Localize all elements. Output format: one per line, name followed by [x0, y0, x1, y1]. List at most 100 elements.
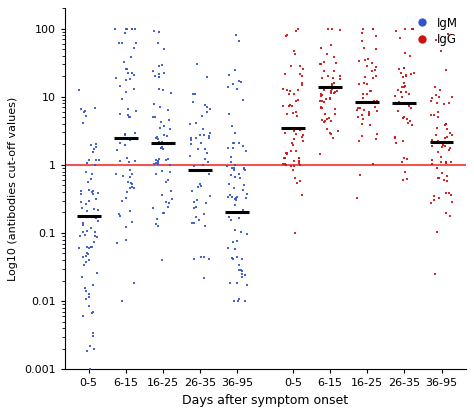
Point	[150, 205, 157, 212]
Point	[193, 197, 201, 203]
Point	[405, 90, 413, 97]
Point	[226, 181, 233, 188]
Point	[333, 60, 340, 66]
Point	[168, 90, 175, 96]
Point	[325, 115, 333, 122]
Point	[241, 298, 249, 304]
Point	[82, 112, 90, 119]
Point	[330, 79, 338, 86]
Point	[292, 175, 299, 181]
Point	[299, 82, 306, 89]
Point	[128, 25, 136, 32]
Point	[238, 271, 246, 277]
Point	[132, 107, 139, 114]
Point	[122, 195, 129, 201]
Point	[237, 78, 245, 85]
Point	[299, 66, 307, 73]
Point	[296, 125, 304, 132]
Point	[281, 129, 288, 136]
Point	[189, 98, 197, 105]
Point	[295, 155, 303, 161]
Point	[85, 290, 92, 297]
Point	[428, 142, 436, 149]
Point	[232, 129, 239, 136]
Point	[228, 254, 236, 261]
Point	[227, 172, 235, 179]
Point	[154, 136, 162, 142]
Point	[436, 195, 443, 201]
Point	[359, 121, 366, 127]
Point	[158, 192, 165, 198]
Point	[435, 149, 442, 156]
Point	[293, 113, 301, 120]
Point	[290, 47, 298, 54]
Point	[443, 178, 450, 185]
Point	[130, 185, 138, 192]
Point	[94, 190, 102, 196]
Point	[356, 138, 363, 144]
Point	[428, 199, 435, 206]
Point	[395, 66, 403, 72]
Point	[226, 214, 233, 220]
Point	[206, 193, 213, 199]
Point	[85, 198, 92, 205]
Point	[409, 25, 417, 32]
Point	[353, 107, 361, 113]
Point	[283, 151, 291, 157]
Point	[160, 210, 168, 217]
Point	[435, 174, 442, 181]
Point	[226, 72, 233, 78]
Point	[90, 213, 98, 220]
Point	[236, 77, 243, 84]
Point	[197, 140, 205, 146]
Point	[80, 228, 87, 235]
Point	[230, 167, 238, 173]
Point	[432, 132, 440, 138]
Point	[167, 188, 175, 195]
Point	[87, 142, 95, 149]
Point	[231, 195, 239, 202]
Point	[441, 134, 449, 141]
Point	[166, 126, 173, 132]
Point	[154, 40, 162, 46]
Point	[279, 103, 287, 109]
Point	[330, 68, 338, 74]
Point	[160, 70, 168, 77]
Point	[126, 159, 133, 165]
Point	[153, 220, 160, 227]
Point	[120, 59, 128, 66]
Point	[77, 106, 84, 112]
Point	[200, 275, 208, 281]
Point	[316, 151, 324, 157]
Point	[168, 196, 176, 203]
Point	[243, 231, 251, 237]
Point	[205, 170, 213, 177]
Point	[166, 140, 173, 147]
Point	[123, 89, 130, 96]
Point	[295, 155, 303, 161]
Point	[407, 105, 415, 111]
Point	[85, 294, 93, 300]
Point	[432, 92, 440, 98]
Point	[363, 81, 371, 88]
Point	[198, 112, 206, 119]
Point	[235, 170, 243, 177]
Point	[279, 85, 287, 92]
Point	[294, 25, 301, 32]
Point	[320, 67, 328, 74]
Point	[166, 168, 173, 175]
Point	[231, 185, 238, 192]
Point	[432, 37, 440, 43]
Point	[128, 219, 135, 225]
Point	[197, 166, 205, 173]
Point	[394, 108, 401, 115]
Point	[231, 67, 238, 74]
Point	[360, 107, 367, 114]
Point	[151, 101, 158, 107]
Point	[91, 105, 99, 112]
Point	[428, 94, 436, 101]
Point	[443, 125, 450, 132]
Point	[283, 150, 291, 156]
Point	[225, 110, 233, 117]
Point	[149, 114, 156, 120]
